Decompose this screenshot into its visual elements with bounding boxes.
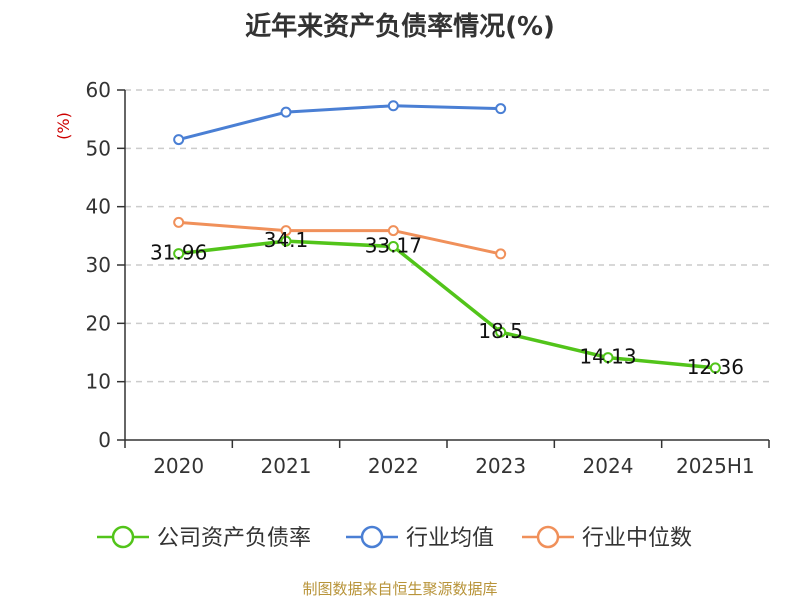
legend-label: 行业中位数 bbox=[582, 526, 692, 551]
data-label: 14.13 bbox=[579, 345, 636, 369]
data-labels: 31.96 34.1 33.17 18.5 14.13 12.36 bbox=[150, 228, 744, 379]
legend[interactable]: 公司资产负债率 行业均值 行业中位数 bbox=[97, 525, 692, 551]
y-tick-label: 0 bbox=[98, 428, 111, 452]
data-label: 12.36 bbox=[687, 355, 744, 379]
x-tick-label: 2021 bbox=[261, 454, 312, 478]
series-line-2 bbox=[178, 220, 501, 256]
data-point-0 bbox=[280, 235, 292, 247]
data-point-0 bbox=[602, 352, 614, 364]
data-label: 33.17 bbox=[365, 234, 422, 258]
chart-title: 近年来资产负债率情况(%) bbox=[245, 12, 555, 42]
data-point-1 bbox=[173, 134, 185, 146]
y-tick-label: 30 bbox=[86, 253, 111, 277]
legend-label: 行业均值 bbox=[406, 526, 494, 551]
x-tick-label: 2020 bbox=[153, 454, 204, 478]
grid-lines bbox=[125, 89, 769, 383]
x-tick-label: 2024 bbox=[583, 454, 634, 478]
y-tick-label: 50 bbox=[86, 136, 111, 160]
data-point-1 bbox=[280, 106, 292, 118]
y-tick-label: 10 bbox=[86, 370, 111, 394]
data-point-2 bbox=[280, 225, 292, 237]
source-note: 制图数据来自恒生聚源数据库 bbox=[302, 580, 498, 598]
legend-label: 公司资产负债率 bbox=[157, 526, 311, 551]
legend-swatch-marker bbox=[360, 525, 384, 549]
data-point-1 bbox=[387, 100, 399, 112]
y-tick-label: 40 bbox=[86, 195, 111, 219]
data-label: 34.1 bbox=[264, 228, 309, 252]
series-lines bbox=[173, 100, 721, 374]
data-label: 31.96 bbox=[150, 241, 207, 265]
data-point-0 bbox=[387, 241, 399, 253]
data-label: 18.5 bbox=[478, 319, 523, 343]
series-line-1 bbox=[178, 104, 501, 142]
legend-swatch-marker bbox=[536, 525, 560, 549]
legend-swatch-marker bbox=[111, 525, 135, 549]
data-point-0 bbox=[495, 326, 507, 338]
x-tick-label: 2023 bbox=[475, 454, 526, 478]
data-point-2 bbox=[387, 225, 399, 237]
data-point-0 bbox=[709, 362, 721, 374]
y-tick-label: 20 bbox=[86, 311, 111, 335]
data-point-2 bbox=[173, 216, 185, 228]
data-point-2 bbox=[495, 248, 507, 260]
y-axis-label: (%) bbox=[54, 112, 73, 140]
data-point-0 bbox=[173, 248, 185, 260]
series-line-0 bbox=[178, 239, 716, 370]
data-point-1 bbox=[495, 103, 507, 115]
x-tick-label: 2022 bbox=[368, 454, 419, 478]
x-tick-label: 2025H1 bbox=[676, 454, 755, 478]
axes: 0 10 20 30 40 50 60 2020 2021 2022 2023 2024 2025H1 bbox=[86, 78, 770, 478]
y-tick-label: 60 bbox=[86, 78, 111, 102]
